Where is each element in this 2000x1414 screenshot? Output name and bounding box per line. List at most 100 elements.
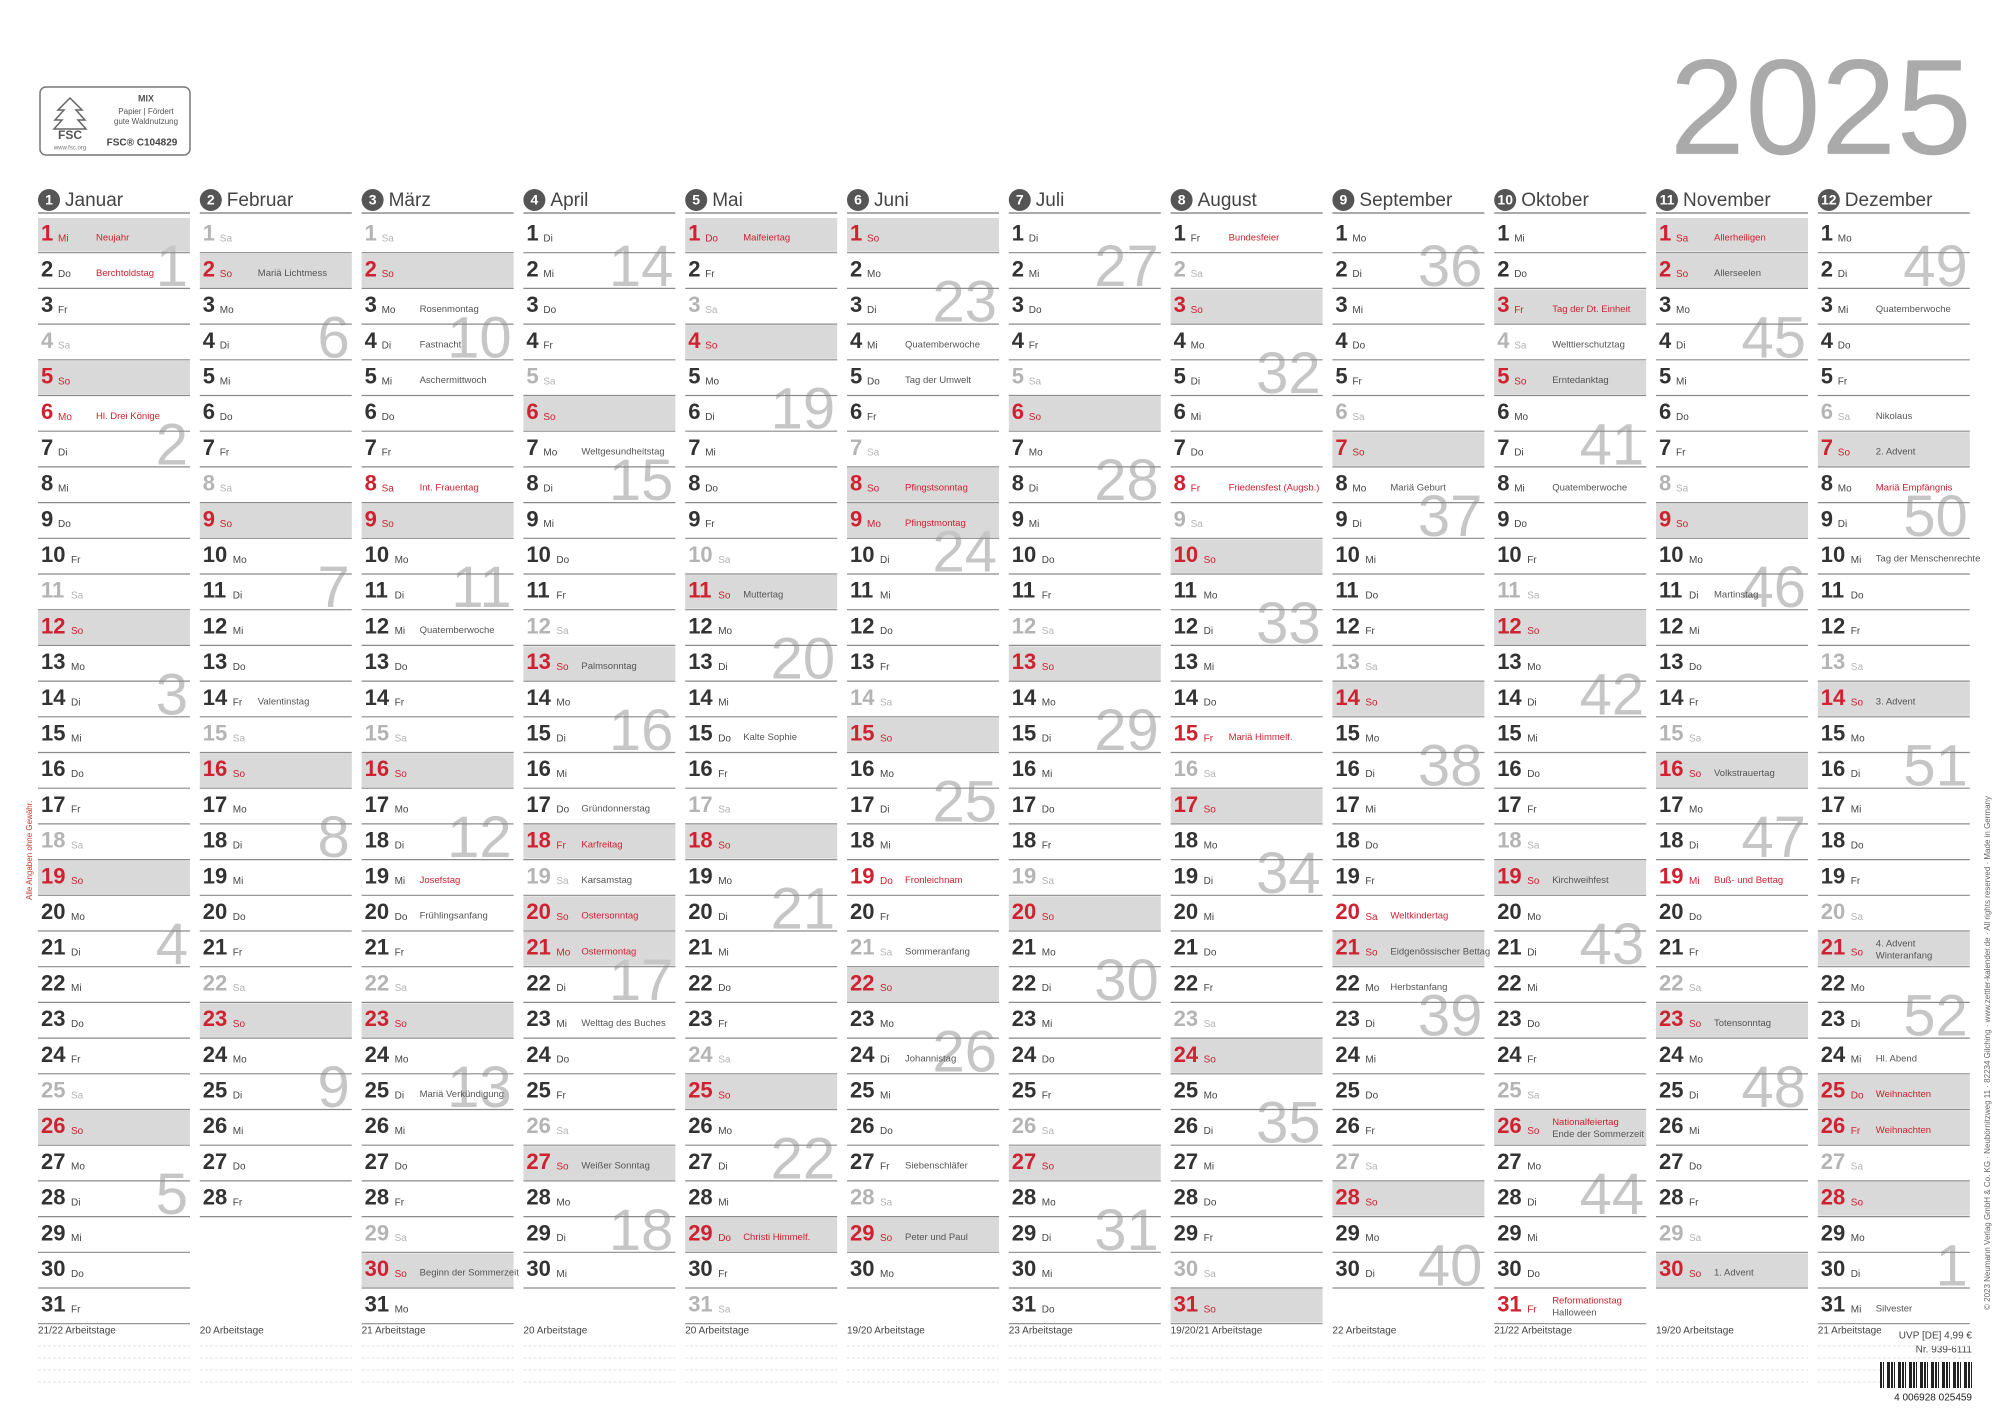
day-number: 4: [1821, 328, 1834, 353]
weekday: Di: [233, 1090, 242, 1101]
day-number: 6: [1012, 399, 1024, 424]
month-number: 12: [1821, 192, 1837, 208]
week-number: 12: [447, 805, 512, 870]
day-number: 7: [688, 435, 700, 460]
day-number: 21: [365, 935, 389, 960]
day-number: 3: [1174, 292, 1186, 317]
weekday: Fr: [718, 1019, 728, 1030]
month-badge: [1494, 189, 1517, 211]
weekday: So: [556, 912, 569, 923]
day-number: 2: [1821, 256, 1833, 281]
price: UVP [DE] 4,99 €: [1899, 1331, 1973, 1342]
weekday: Mo: [718, 1126, 732, 1137]
day-number: 18: [365, 828, 389, 853]
weekday: Sa: [556, 626, 569, 637]
weekday: Mi: [71, 733, 82, 744]
weekday: Mi: [1365, 1055, 1376, 1066]
weekday: Do: [1365, 840, 1378, 851]
weekday: Di: [395, 1090, 404, 1101]
weekday: Do: [1527, 1019, 1540, 1030]
weekday: So: [718, 1090, 731, 1101]
weekday: Mo: [1042, 698, 1056, 709]
weekday: Fr: [1352, 376, 1362, 387]
month-name: September: [1359, 190, 1453, 211]
day-number: 26: [850, 1113, 874, 1138]
day-number: 2: [526, 256, 538, 281]
weekday: Di: [1676, 341, 1685, 352]
weekday: Do: [880, 1126, 893, 1137]
weekday: Di: [880, 805, 889, 816]
day-note: Herbstanfang: [1390, 982, 1447, 993]
day-number: 27: [1174, 1149, 1198, 1174]
day-note: Hl. Abend: [1876, 1053, 1917, 1064]
weekday: Di: [1851, 1019, 1860, 1030]
weekday: Fr: [1029, 341, 1039, 352]
day-note: Welttierschutztag: [1552, 339, 1625, 350]
day-number: 4: [1497, 328, 1510, 353]
weekday: Sa: [71, 1090, 84, 1101]
weekday: So: [395, 1269, 408, 1280]
day-number: 7: [1497, 435, 1509, 460]
weekday: Fr: [1204, 733, 1214, 744]
day-number: 2: [688, 256, 700, 281]
weekday: Fr: [1042, 1090, 1052, 1101]
day-number: 12: [1335, 613, 1359, 638]
month-number: 11: [1660, 192, 1675, 208]
weekday: Mo: [1204, 590, 1218, 601]
day-number: 8: [850, 471, 862, 496]
weekday: So: [1029, 412, 1042, 423]
week-number: 44: [1580, 1162, 1645, 1227]
day-number: 22: [41, 970, 65, 995]
day-number: 18: [526, 828, 550, 853]
day-number: 10: [688, 542, 712, 567]
weekday: Do: [556, 555, 569, 566]
day-number: 15: [41, 720, 65, 745]
day-number: 26: [688, 1113, 712, 1138]
month-name: Februar: [227, 190, 294, 211]
day-number: 16: [850, 756, 874, 781]
day-note: Berchtoldstag: [96, 268, 154, 279]
day-number: 9: [41, 506, 53, 531]
week-number: 43: [1580, 912, 1645, 977]
weekday: Do: [556, 1055, 569, 1066]
week-number: 27: [1094, 234, 1159, 299]
weekday: So: [1042, 1162, 1055, 1173]
weekday: Mo: [395, 1304, 409, 1315]
day-number: 19: [1012, 863, 1036, 888]
weekday: Di: [718, 912, 727, 923]
weekday: Do: [718, 733, 731, 744]
day-number: 28: [1497, 1185, 1521, 1210]
weekday: Di: [718, 662, 727, 673]
day-number: 16: [526, 756, 550, 781]
day-number: 4: [1174, 328, 1187, 353]
day-shade: [1170, 539, 1323, 573]
day-number: 5: [850, 363, 862, 388]
day-number: 28: [1335, 1185, 1359, 1210]
day-number: 17: [1821, 792, 1845, 817]
day-number: 13: [1497, 649, 1521, 674]
weekday: Mi: [1851, 555, 1862, 566]
weekday: Di: [233, 840, 242, 851]
day-note: Ende der Sommerzeit: [1552, 1129, 1644, 1140]
weekday: Mi: [1851, 805, 1862, 816]
weekday: Do: [395, 912, 408, 923]
workdays: 23 Arbeitstage: [1009, 1326, 1073, 1337]
weekday: Mo: [58, 412, 72, 423]
day-number: 29: [1497, 1220, 1521, 1245]
day-number: 10: [1497, 542, 1521, 567]
weekday: Sa: [1689, 983, 1702, 994]
week-number: 48: [1741, 1055, 1806, 1120]
weekday: Sa: [1676, 233, 1689, 244]
day-note: 2. Advent: [1876, 447, 1916, 458]
day-shade: [1494, 860, 1647, 895]
day-number: 7: [526, 435, 538, 460]
weekday: So: [880, 983, 893, 994]
weekday: Fr: [382, 448, 392, 459]
day-number: 3: [1012, 292, 1024, 317]
day-number: 17: [688, 792, 712, 817]
weekday: Do: [71, 1269, 84, 1280]
week-number: 3: [156, 662, 188, 727]
day-number: 8: [1497, 471, 1509, 496]
week-number: 33: [1256, 591, 1321, 656]
weekday: Sa: [1191, 269, 1204, 280]
